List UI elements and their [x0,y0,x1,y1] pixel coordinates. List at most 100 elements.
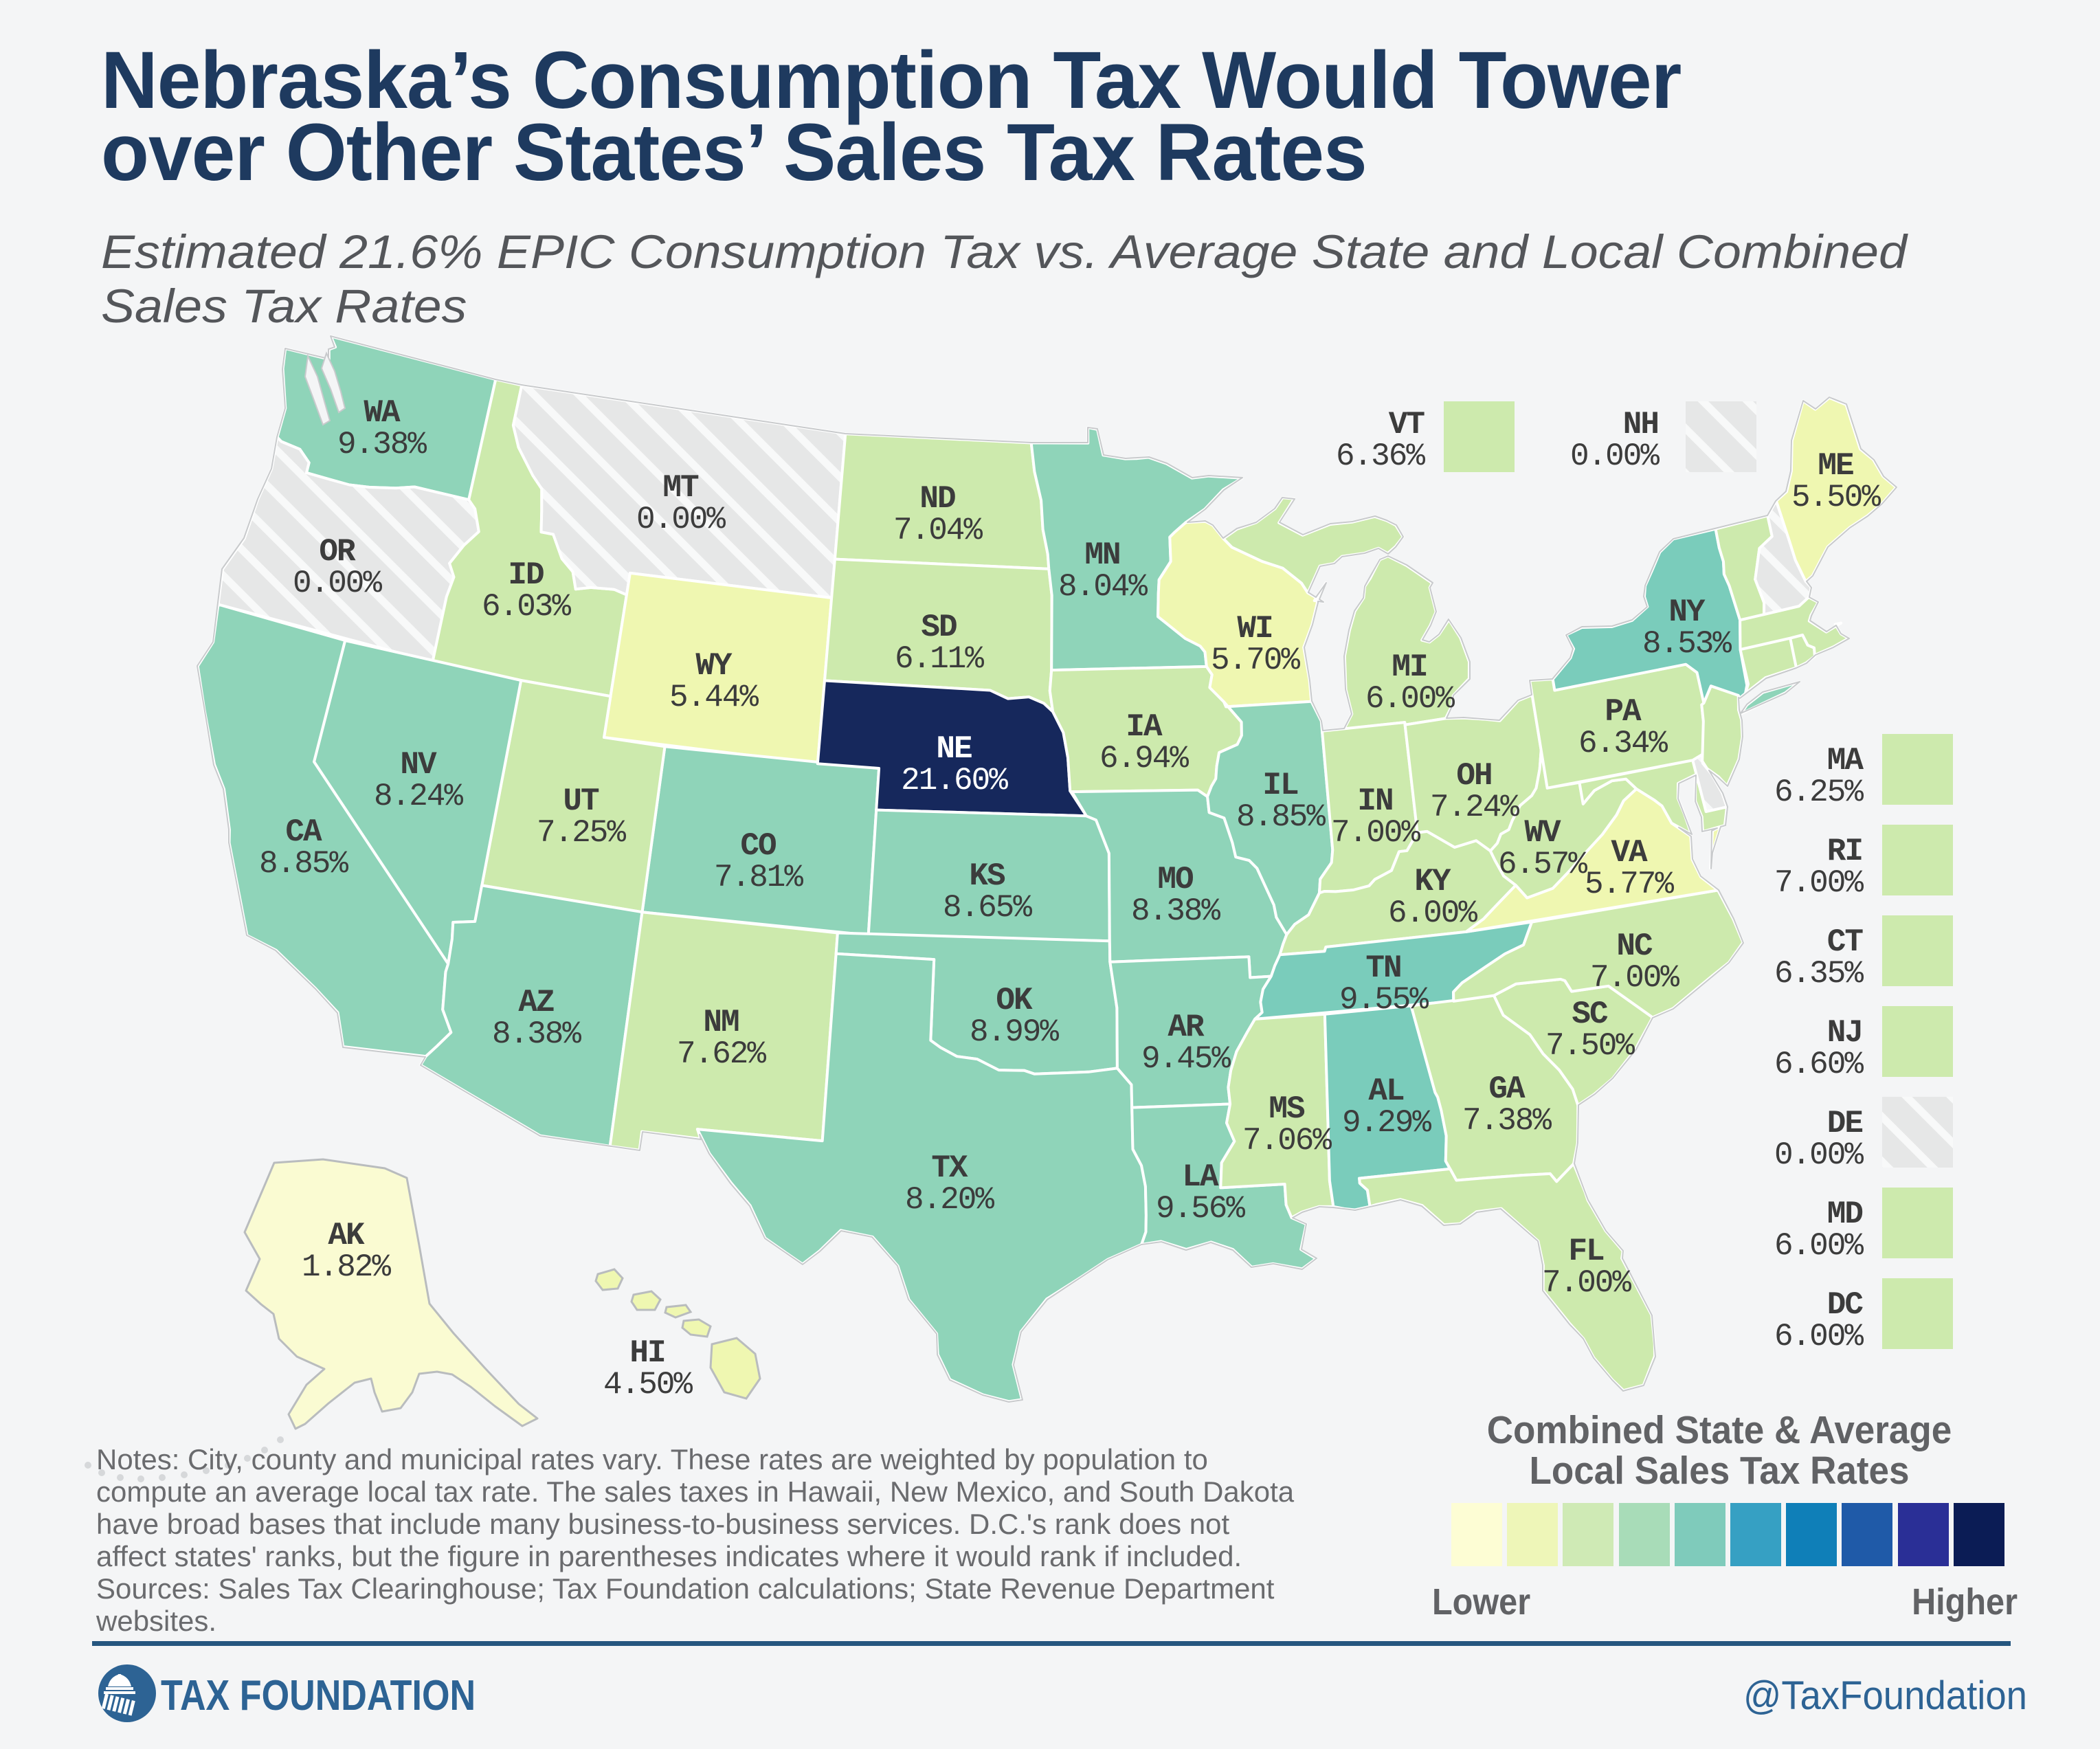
svg-text:ME: ME [1818,448,1853,484]
svg-text:MA: MA [1827,743,1864,779]
svg-text:7.00%: 7.00% [1590,960,1679,996]
svg-text:8.85%: 8.85% [1236,799,1326,835]
svg-text:MN: MN [1084,537,1119,573]
svg-text:6.35%: 6.35% [1774,956,1864,992]
svg-text:KY: KY [1414,864,1451,900]
svg-text:6.60%: 6.60% [1774,1047,1864,1082]
svg-text:8.24%: 8.24% [374,779,463,814]
svg-text:KS: KS [969,858,1005,894]
svg-text:ID: ID [508,557,544,593]
svg-text:MO: MO [1157,862,1193,898]
svg-text:8.38%: 8.38% [1131,893,1220,929]
svg-text:5.44%: 5.44% [669,680,759,715]
svg-text:8.65%: 8.65% [943,890,1032,926]
svg-text:7.06%: 7.06% [1242,1123,1332,1159]
svg-text:8.20%: 8.20% [905,1182,994,1218]
svg-text:WY: WY [695,648,733,684]
svg-text:PA: PA [1605,694,1642,730]
svg-text:7.50%: 7.50% [1545,1028,1635,1064]
svg-text:NE: NE [936,731,972,767]
svg-text:4.50%: 4.50% [603,1367,693,1403]
svg-text:NJ: NJ [1827,1015,1862,1051]
svg-text:7.24%: 7.24% [1430,790,1519,825]
svg-text:AR: AR [1168,1010,1205,1045]
svg-text:VT: VT [1389,407,1425,443]
svg-text:WI: WI [1237,611,1272,647]
svg-text:CT: CT [1827,924,1864,960]
svg-text:LA: LA [1182,1159,1219,1195]
svg-text:NH: NH [1623,407,1658,443]
svg-text:5.50%: 5.50% [1791,480,1881,515]
svg-text:8.99%: 8.99% [970,1014,1059,1050]
svg-text:9.55%: 9.55% [1339,982,1429,1018]
svg-text:UT: UT [563,783,599,819]
svg-text:WA: WA [364,395,401,431]
svg-text:7.00%: 7.00% [1542,1265,1631,1301]
svg-text:NY: NY [1668,594,1706,630]
svg-text:MS: MS [1269,1091,1305,1127]
svg-text:6.25%: 6.25% [1774,775,1864,810]
svg-text:6.00%: 6.00% [1774,1228,1864,1264]
svg-text:RI: RI [1827,834,1862,869]
svg-text:6.00%: 6.00% [1388,895,1477,931]
svg-text:MD: MD [1827,1196,1863,1232]
svg-text:8.04%: 8.04% [1058,569,1148,605]
svg-text:6.57%: 6.57% [1498,847,1587,882]
svg-text:TN: TN [1365,950,1400,986]
svg-text:5.70%: 5.70% [1211,643,1300,678]
svg-text:1.82%: 1.82% [302,1249,391,1285]
svg-text:SC: SC [1572,996,1608,1032]
svg-text:IN: IN [1357,783,1392,819]
svg-text:FL: FL [1568,1234,1604,1269]
svg-text:6.00%: 6.00% [1365,681,1455,717]
svg-text:OR: OR [319,534,356,570]
svg-text:0.00%: 0.00% [1774,1137,1864,1173]
svg-text:CO: CO [740,828,776,864]
svg-text:7.04%: 7.04% [893,513,983,548]
svg-text:MI: MI [1392,649,1427,685]
svg-text:7.62%: 7.62% [677,1036,766,1072]
svg-text:9.45%: 9.45% [1141,1041,1231,1077]
svg-text:7.25%: 7.25% [537,815,626,851]
svg-text:6.11%: 6.11% [895,641,984,677]
svg-text:6.94%: 6.94% [1099,741,1189,777]
svg-text:HI: HI [629,1335,664,1371]
svg-text:8.38%: 8.38% [492,1016,581,1052]
svg-text:SD: SD [921,610,957,645]
svg-text:ND: ND [919,481,955,517]
svg-text:NV: NV [400,747,437,783]
svg-text:0.00%: 0.00% [1570,438,1660,474]
svg-text:IA: IA [1126,709,1163,745]
svg-text:NC: NC [1616,928,1653,964]
svg-text:21.60%: 21.60% [901,763,1008,799]
svg-text:7.00%: 7.00% [1331,815,1420,851]
svg-text:9.29%: 9.29% [1342,1105,1431,1141]
svg-text:9.56%: 9.56% [1156,1191,1245,1227]
svg-text:DE: DE [1827,1106,1863,1141]
svg-text:DC: DC [1827,1287,1864,1323]
svg-text:AL: AL [1368,1073,1404,1109]
svg-text:VA: VA [1611,835,1648,871]
svg-text:8.85%: 8.85% [259,846,348,882]
svg-text:GA: GA [1488,1071,1526,1107]
svg-text:NM: NM [703,1005,739,1040]
svg-text:OH: OH [1456,758,1491,794]
svg-text:7.00%: 7.00% [1774,865,1864,901]
svg-text:CA: CA [285,814,322,850]
svg-text:TX: TX [931,1150,968,1186]
svg-text:0.00%: 0.00% [636,502,726,537]
svg-text:AZ: AZ [518,985,554,1021]
svg-text:7.81%: 7.81% [714,860,803,895]
svg-text:0.00%: 0.00% [293,566,382,601]
svg-text:6.00%: 6.00% [1774,1319,1864,1355]
svg-text:MT: MT [662,470,699,506]
svg-text:AK: AK [328,1218,365,1254]
svg-text:WV: WV [1524,815,1561,851]
svg-text:7.38%: 7.38% [1462,1103,1552,1139]
svg-text:IL: IL [1262,768,1298,803]
svg-text:5.77%: 5.77% [1585,867,1674,902]
svg-text:6.36%: 6.36% [1336,438,1425,474]
svg-text:6.03%: 6.03% [482,589,571,625]
svg-text:OK: OK [996,983,1033,1018]
svg-text:8.53%: 8.53% [1642,626,1732,662]
